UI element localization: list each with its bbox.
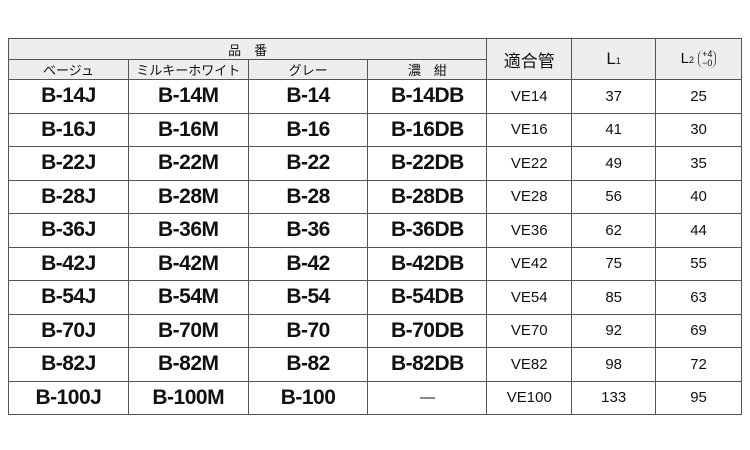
pipe-cell: VE100 <box>486 380 573 415</box>
beige-cell: B-14J <box>8 79 129 114</box>
pipe-cell: VE70 <box>486 313 573 348</box>
pipe-cell: VE22 <box>486 146 573 181</box>
l1-cell: 85 <box>571 280 657 315</box>
pipe-cell: VE82 <box>486 347 573 382</box>
navy-cell: B-82DB <box>367 347 488 382</box>
milky-white-cell: B-16M <box>127 112 249 147</box>
milky-white-cell: B-22M <box>127 146 249 181</box>
gray-cell: B-82 <box>247 347 369 382</box>
color-header-beige: ベージュ <box>8 59 129 80</box>
l1-cell: 41 <box>571 112 657 147</box>
navy-cell: B-70DB <box>367 313 488 348</box>
beige-cell: B-82J <box>8 347 129 382</box>
beige-cell: B-42J <box>8 246 129 281</box>
color-header-milky-white: ミルキーホワイト <box>127 59 249 80</box>
gray-cell: B-54 <box>247 280 369 315</box>
table-row: B-36J B-36M B-36 B-36DB VE36 62 44 <box>8 213 742 248</box>
color-header-gray: グレー <box>247 59 369 80</box>
gray-cell: B-14 <box>247 79 369 114</box>
table-row: B-14J B-14M B-14 B-14DB VE14 37 25 <box>8 79 742 114</box>
l2-cell: 63 <box>655 280 742 315</box>
pipe-cell: VE28 <box>486 179 573 214</box>
beige-cell: B-54J <box>8 280 129 315</box>
milky-white-cell: B-28M <box>127 179 249 214</box>
table-row: B-16J B-16M B-16 B-16DB VE16 41 30 <box>8 112 742 147</box>
l1-cell: 133 <box>571 380 657 415</box>
l1-cell: 62 <box>571 213 657 248</box>
table-row: B-82J B-82M B-82 B-82DB VE82 98 72 <box>8 347 742 382</box>
navy-cell: B-42DB <box>367 246 488 281</box>
beige-cell: B-16J <box>8 112 129 147</box>
milky-white-cell: B-54M <box>127 280 249 315</box>
beige-cell: B-70J <box>8 313 129 348</box>
navy-cell: — <box>367 380 488 415</box>
l1-cell: 49 <box>571 146 657 181</box>
milky-white-cell: B-100M <box>127 380 249 415</box>
gray-cell: B-16 <box>247 112 369 147</box>
l2-cell: 44 <box>655 213 742 248</box>
milky-white-cell: B-70M <box>127 313 249 348</box>
l2-cell: 25 <box>655 79 742 114</box>
milky-white-cell: B-14M <box>127 79 249 114</box>
table-row: B-28J B-28M B-28 B-28DB VE28 56 40 <box>8 179 742 214</box>
beige-cell: B-100J <box>8 380 129 415</box>
gray-cell: B-42 <box>247 246 369 281</box>
gray-cell: B-22 <box>247 146 369 181</box>
l2-cell: 72 <box>655 347 742 382</box>
l2-cell: 69 <box>655 313 742 348</box>
milky-white-cell: B-36M <box>127 213 249 248</box>
gray-cell: B-70 <box>247 313 369 348</box>
navy-cell: B-22DB <box>367 146 488 181</box>
l1-cell: 37 <box>571 79 657 114</box>
pipe-cell: VE54 <box>486 280 573 315</box>
product-number-header: 品 番 <box>7 38 488 60</box>
table-row: B-100J B-100M B-100— VE100 133 95 <box>8 380 742 415</box>
pipe-cell: VE42 <box>486 246 573 281</box>
pipe-cell: VE14 <box>486 79 573 114</box>
pipe-header: 適合管 <box>486 38 573 80</box>
pipe-cell: VE36 <box>486 213 573 248</box>
table-row: B-42J B-42M B-42 B-42DB VE42 75 55 <box>8 246 742 281</box>
l1-cell: 75 <box>571 246 657 281</box>
milky-white-cell: B-82M <box>127 347 249 382</box>
gray-cell: B-28 <box>247 179 369 214</box>
l1-header: L1 <box>571 38 657 80</box>
navy-cell: B-14DB <box>367 79 488 114</box>
l2-cell: 40 <box>655 179 742 214</box>
beige-cell: B-28J <box>8 179 129 214</box>
l1-cell: 56 <box>571 179 657 214</box>
l2-header: L2 +4 −0 <box>655 38 742 80</box>
gray-cell: B-36 <box>247 213 369 248</box>
table-row: B-54J B-54M B-54 B-54DB VE54 85 63 <box>8 280 742 315</box>
pipe-cell: VE16 <box>486 112 573 147</box>
table-row: B-70J B-70M B-70 B-70DB VE70 92 69 <box>8 313 742 348</box>
l1-cell: 98 <box>571 347 657 382</box>
l2-cell: 35 <box>655 146 742 181</box>
navy-cell: B-54DB <box>367 280 488 315</box>
gray-cell: B-100 <box>247 380 369 415</box>
l2-cell: 30 <box>655 112 742 147</box>
color-header-navy: 濃 紺 <box>367 59 488 80</box>
table-row: B-22J B-22M B-22 B-22DB VE22 49 35 <box>8 146 742 181</box>
l2-cell: 95 <box>655 380 742 415</box>
beige-cell: B-22J <box>8 146 129 181</box>
l2-cell: 55 <box>655 246 742 281</box>
product-table: 品 番 適合管 L1 L2 +4 −0 ベージュ ミルキーホワイト グレー 濃 紺… <box>7 38 742 415</box>
navy-cell: B-28DB <box>367 179 488 214</box>
navy-cell: B-36DB <box>367 213 488 248</box>
l1-cell: 92 <box>571 313 657 348</box>
navy-cell: B-16DB <box>367 112 488 147</box>
milky-white-cell: B-42M <box>127 246 249 281</box>
beige-cell: B-36J <box>8 213 129 248</box>
